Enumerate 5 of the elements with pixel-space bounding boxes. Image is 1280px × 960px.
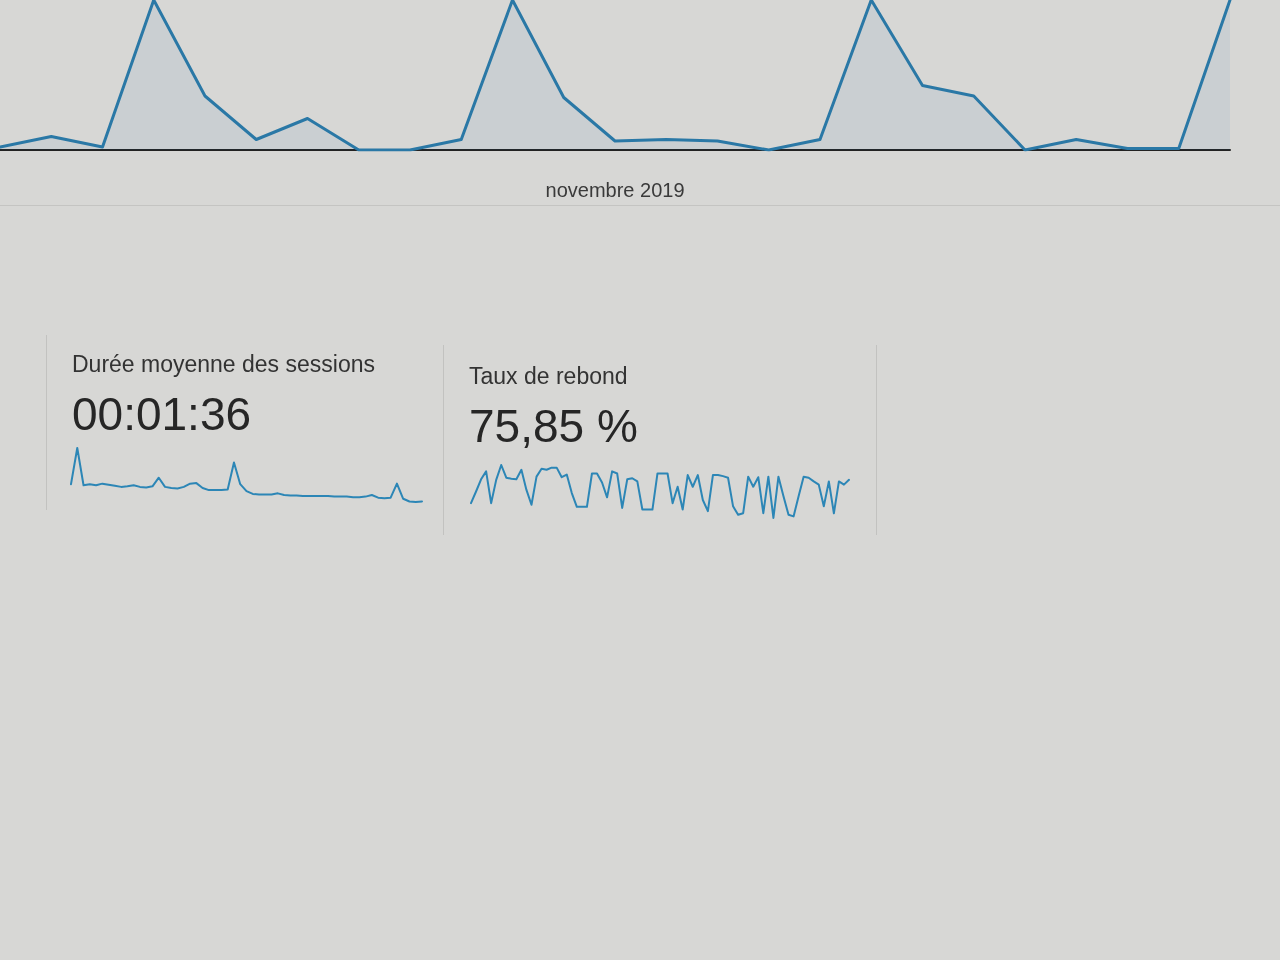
chart-subtitle: 75,85 % bbox=[469, 400, 638, 452]
chart-subtitle: 00:01:36 bbox=[72, 388, 252, 440]
x-axis-title: novembre 2019 bbox=[545, 179, 685, 201]
chart-title: Durée moyenne des sessions bbox=[72, 350, 375, 377]
chart-title: Taux de rebond bbox=[469, 362, 628, 389]
